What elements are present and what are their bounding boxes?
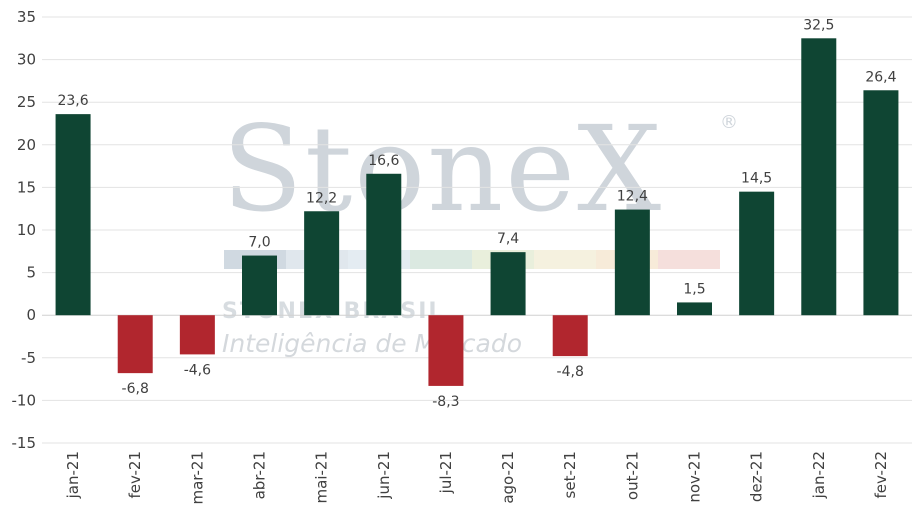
data-label: 26,4 <box>865 69 896 85</box>
x-tick-label: jun-21 <box>375 451 393 500</box>
bar <box>242 255 277 316</box>
watermark-logo: StoneX <box>222 100 663 238</box>
watermark-registered-mark: ® <box>720 112 738 133</box>
y-tick-label: 30 <box>17 51 36 69</box>
x-tick-label: jan-21 <box>64 451 82 499</box>
data-label: 14,5 <box>741 171 772 187</box>
data-label: 1,5 <box>683 281 705 297</box>
y-tick-label: 10 <box>17 221 36 239</box>
bar <box>428 315 464 386</box>
data-label: 32,5 <box>803 17 834 33</box>
stonex-watermark: StoneX ® STONEX BRASIL Inteligência de M… <box>222 100 738 358</box>
y-tick-label: -5 <box>21 349 36 367</box>
data-labels: 23,6 -6,8 -4,6 7,0 12,2 16,6 -8,3 7,4 -4,8 12,4 1,… <box>57 17 896 410</box>
y-tick-label: 0 <box>26 306 36 324</box>
data-label: 16,6 <box>368 153 399 169</box>
x-tick-label: fev-21 <box>126 451 144 498</box>
y-axis: 35 30 25 20 15 10 5 0 -5 -10 -15 <box>12 8 37 452</box>
y-tick-label: 15 <box>17 178 36 196</box>
gridlines <box>42 16 912 444</box>
bar <box>677 302 712 316</box>
x-axis: jan-21 fev-21 mar-21 abr-21 mai-21 jun-21 jul-… <box>64 451 890 505</box>
data-label: -4,6 <box>184 362 211 378</box>
bar <box>55 114 91 316</box>
data-label: 12,4 <box>617 189 648 205</box>
data-label: 7,0 <box>248 235 270 251</box>
y-tick-label: 35 <box>17 8 36 26</box>
watermark-stripe-segment <box>410 250 472 269</box>
x-tick-label: abr-21 <box>251 451 269 499</box>
x-tick-label: out-21 <box>623 451 641 500</box>
bar <box>739 191 775 316</box>
y-tick-label: -10 <box>12 391 37 409</box>
data-label: -8,3 <box>432 394 459 410</box>
x-tick-label: mai-21 <box>313 451 331 503</box>
bar <box>863 90 899 316</box>
bar <box>179 315 215 355</box>
data-label: -6,8 <box>122 381 149 397</box>
x-tick-label: jan-22 <box>810 451 828 499</box>
watermark-stripe-segment <box>658 250 720 269</box>
x-tick-label: set-21 <box>561 451 579 498</box>
x-tick-label: fev-22 <box>872 451 890 498</box>
watermark-tagline: Inteligência de Mercado <box>222 329 522 358</box>
bars <box>55 38 899 386</box>
y-tick-label: -15 <box>12 434 37 452</box>
watermark-stripe-segment <box>534 250 596 269</box>
x-tick-label: mar-21 <box>188 451 206 505</box>
y-tick-label: 25 <box>17 93 36 111</box>
data-label: 7,4 <box>497 231 519 247</box>
y-tick-label: 20 <box>17 136 36 154</box>
bar <box>614 209 650 316</box>
x-tick-label: jul-21 <box>437 451 455 494</box>
bar <box>490 252 526 316</box>
bar <box>304 211 340 316</box>
data-label: 12,2 <box>306 190 337 206</box>
data-label: 23,6 <box>57 93 88 109</box>
bar <box>552 315 588 357</box>
x-tick-label: nov-21 <box>686 451 704 503</box>
data-label: -4,8 <box>557 364 584 380</box>
bar <box>366 173 402 316</box>
bar <box>117 315 153 374</box>
y-tick-label: 5 <box>26 264 36 282</box>
x-tick-label: ago-21 <box>499 451 517 504</box>
bar <box>801 38 837 316</box>
x-tick-label: dez-21 <box>748 451 766 502</box>
